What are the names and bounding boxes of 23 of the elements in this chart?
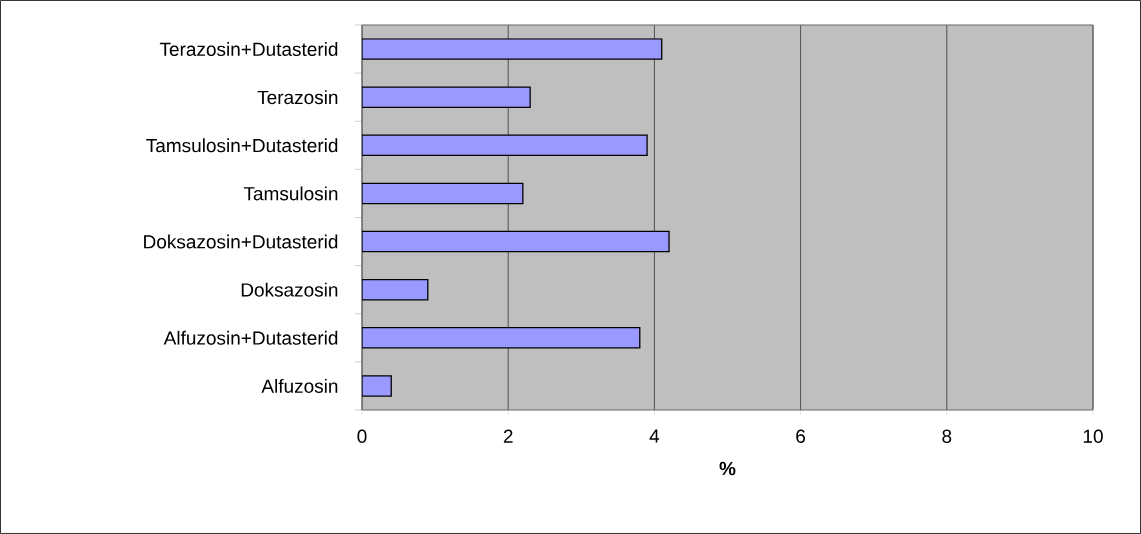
bar — [362, 230, 670, 253]
x-tick-label: 0 — [357, 429, 367, 443]
y-tick-label: Tamsulosin+Dutasterid — [146, 138, 338, 153]
x-tick-label: 8 — [942, 429, 952, 443]
bar — [362, 182, 524, 205]
y-tick-label: Terazosin — [257, 90, 338, 105]
y-tick-label: Doksazosin — [241, 282, 338, 297]
bar — [362, 278, 429, 301]
y-tick-label: Doksazosin+Dutasterid — [144, 234, 338, 249]
y-tick-label: Terazosin+Dutasterid — [159, 42, 338, 57]
bar — [362, 327, 641, 349]
x-tick-label: 2 — [503, 429, 513, 443]
x-tick-label: 6 — [796, 429, 806, 443]
x-tick-label: 4 — [649, 429, 660, 443]
y-tick-label: Alfuzosin — [261, 378, 338, 393]
bar — [362, 375, 392, 397]
bar — [362, 38, 663, 60]
bar — [362, 134, 648, 157]
x-axis-title: % — [719, 461, 736, 476]
bar — [362, 86, 531, 108]
y-tick-label: Alfuzosin+Dutasterid — [163, 330, 338, 345]
y-tick-label: Tamsulosin — [243, 186, 338, 201]
x-tick-label: 10 — [1083, 429, 1103, 443]
